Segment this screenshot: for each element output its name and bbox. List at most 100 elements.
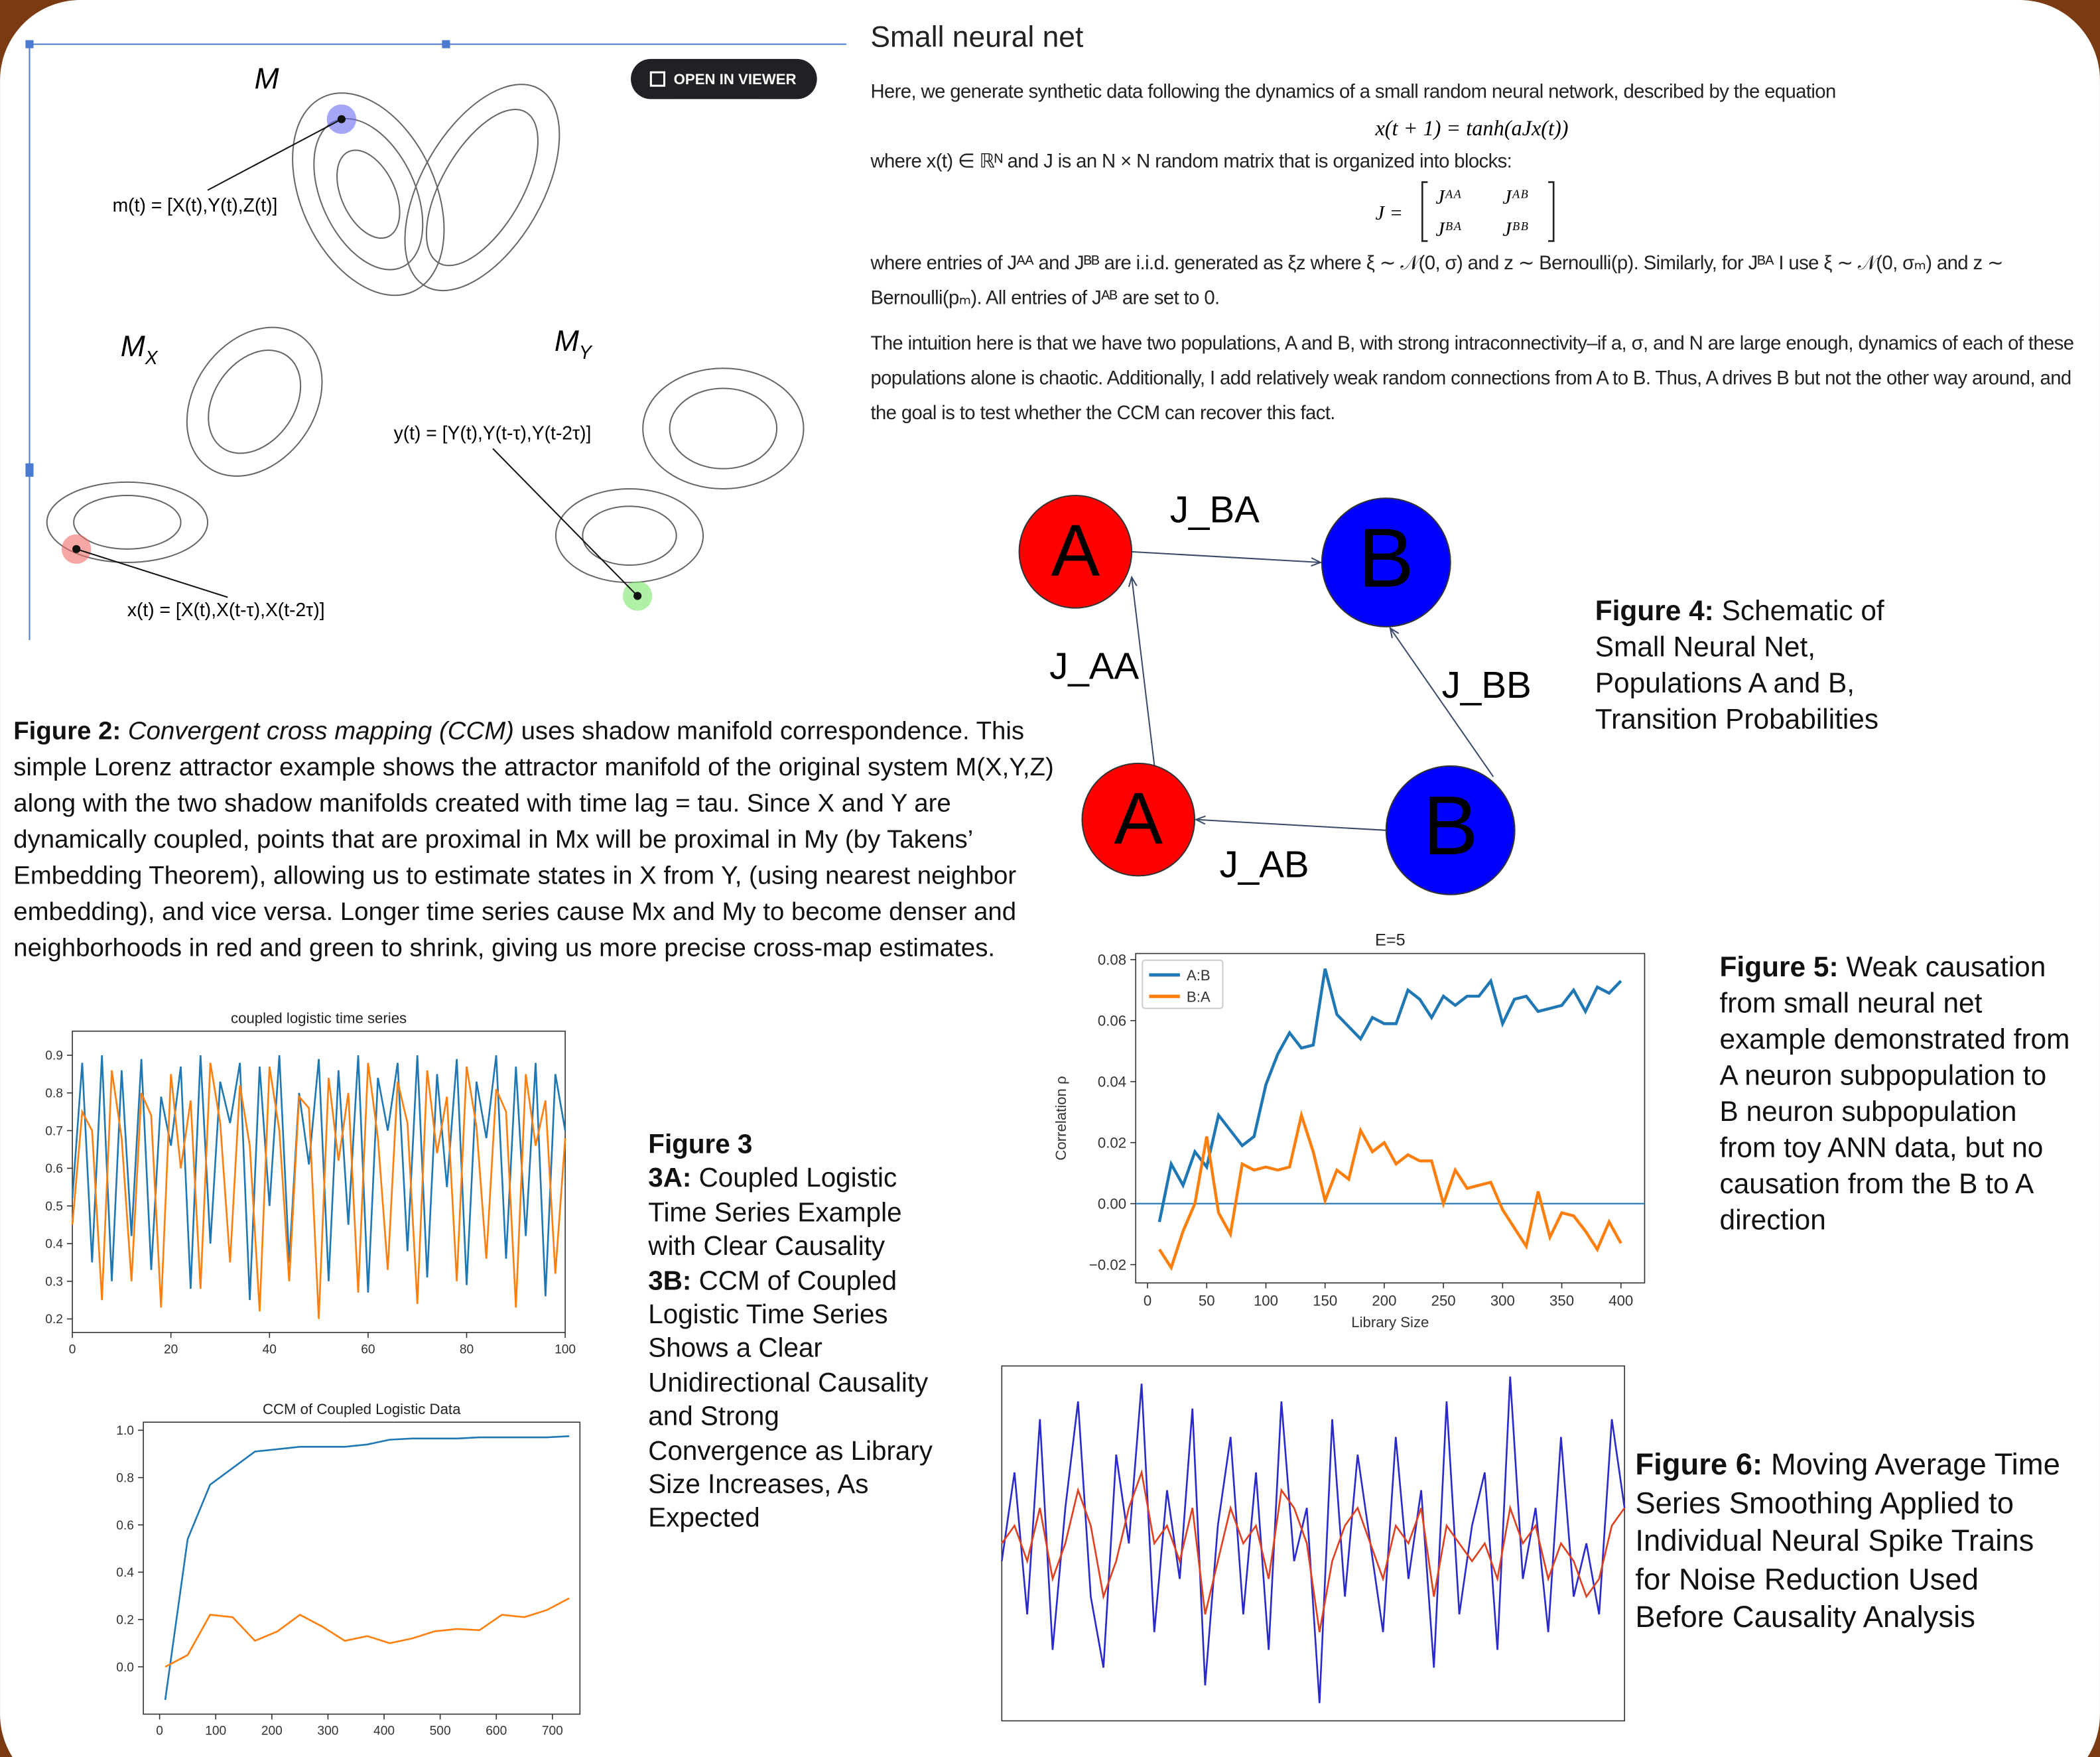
x-tick-label: 150 — [1313, 1293, 1337, 1309]
x-tick-label: 100 — [555, 1342, 576, 1356]
caption: Figure 2: Convergent cross mapping (CCM)… — [13, 714, 1071, 967]
x-tick-label: 40 — [263, 1342, 277, 1356]
y-tick-label: 0.2 — [116, 1613, 134, 1627]
node-label: A — [1114, 778, 1163, 860]
y-tick-label: 0.4 — [45, 1238, 63, 1252]
y-tick-label: 0.6 — [45, 1162, 63, 1176]
y-tick-label: 0.06 — [1098, 1013, 1126, 1029]
caption-label: Figure 4: — [1595, 596, 1714, 626]
matrix-cell: Jᴮᴮ — [1502, 218, 1528, 240]
heading: Small neural net — [870, 21, 1084, 54]
edge-label: J_BB — [1442, 664, 1532, 706]
x-tick-label: 400 — [373, 1724, 395, 1738]
figure5-caption: Figure 5: Weak causation from small neur… — [1720, 950, 2071, 1298]
legend-label: B:A — [1187, 988, 1211, 1005]
caption-label: 3A: — [648, 1164, 691, 1193]
y-tick-label: 0.7 — [45, 1124, 63, 1138]
y-axis-label: Correlation ρ — [1053, 1076, 1069, 1160]
x-axis-label: Library Size — [1351, 1314, 1429, 1331]
caption-text: CCM of Coupled Logistic Time Series Show… — [648, 1266, 933, 1533]
point-label: x(t) = [X(t),X(t-τ),X(t-2τ)] — [127, 599, 325, 620]
y-tick-label: 0.8 — [45, 1087, 63, 1101]
edge-label: J_AA — [1049, 645, 1139, 687]
chart-title: coupled logistic time series — [231, 1010, 407, 1027]
x-tick-label: 300 — [317, 1724, 338, 1738]
matrix-cell: Jᴮᴬ — [1435, 218, 1461, 240]
x-tick-label: 500 — [430, 1724, 451, 1738]
y-tick-label: −0.02 — [1089, 1256, 1126, 1273]
y-tick-label: 0.00 — [1098, 1195, 1126, 1212]
x-tick-label: 200 — [1372, 1293, 1396, 1309]
figure2-caption: Figure 2: Convergent cross mapping (CCM)… — [13, 714, 1071, 1008]
x-tick-label: 200 — [261, 1724, 283, 1738]
caption-label: Figure 5: — [1720, 952, 1839, 983]
y-tick-label: 0.08 — [1098, 952, 1126, 968]
button-label[interactable]: OPEN IN VIEWER — [674, 71, 797, 88]
y-tick-label: 0.8 — [116, 1471, 134, 1485]
manifold-label: M — [255, 62, 279, 95]
matrix-cell: Jᴬᴬ — [1435, 186, 1461, 208]
manifold-sub: Y — [579, 342, 593, 363]
point-label: m(t) = [X(t),Y(t),Z(t)] — [113, 194, 278, 216]
node-label: B — [1358, 511, 1414, 604]
paragraph: The intuition here is that we have two p… — [870, 327, 2075, 431]
caption-label: Figure 3 — [648, 1130, 752, 1159]
y-tick-label: 1.0 — [116, 1424, 134, 1438]
legend-label: A:B — [1187, 967, 1211, 984]
x-tick-label: 60 — [361, 1342, 375, 1356]
equation: x(t + 1) = tanh(aJx(t)) — [1374, 116, 1568, 140]
matrix-lhs: J = — [1376, 202, 1403, 224]
y-tick-label: 0.02 — [1098, 1134, 1126, 1151]
x-tick-label: 350 — [1549, 1293, 1574, 1309]
y-tick-label: 0.2 — [45, 1313, 63, 1327]
handle — [442, 40, 450, 48]
handle — [25, 464, 33, 477]
nn-text: The intuition here is that we have two p… — [870, 327, 2075, 440]
chart-title: E=5 — [1375, 931, 1406, 949]
open-viewer-button[interactable]: OPEN IN VIEWER — [631, 59, 817, 99]
x-tick-label: 700 — [542, 1724, 563, 1738]
manifold-label: M — [121, 330, 145, 363]
x-tick-label: 20 — [164, 1342, 178, 1356]
caption-label: 3B: — [648, 1266, 691, 1295]
x-tick-label: 300 — [1490, 1293, 1515, 1309]
caption-italic: Convergent cross mapping (CCM) — [128, 718, 514, 746]
y-tick-label: 0.9 — [45, 1049, 63, 1063]
caption: Figure 4: Schematic of Small Neural Net,… — [1595, 593, 1943, 738]
chart-title: CCM of Coupled Logistic Data — [263, 1401, 461, 1417]
nn-text: where entries of Jᴬᴬ and Jᴮᴮ are i.i.d. … — [870, 247, 2075, 327]
legend-box — [1142, 960, 1222, 1009]
poster: M MX MY m(t) = [X(t),Y(t),Z(t)] x(t) = [… — [0, 0, 2100, 1757]
x-tick-label: 400 — [1608, 1293, 1633, 1309]
paragraph: where x(t) ∈ ℝᴺ and J is an N × N random… — [870, 145, 2075, 179]
node-label: A — [1051, 510, 1100, 592]
paragraph: Here, we generate synthetic data followi… — [870, 75, 2075, 109]
x-tick-label: 250 — [1431, 1293, 1456, 1309]
x-tick-label: 100 — [205, 1724, 226, 1738]
y-tick-label: 0.04 — [1098, 1073, 1126, 1090]
caption-text: uses shadow manifold correspondence. Thi… — [13, 718, 1054, 962]
figure3-caption: Figure 33A: Coupled Logistic Time Series… — [648, 1129, 936, 1584]
caption: Figure 5: Weak causation from small neur… — [1720, 950, 2071, 1239]
nn-text: Here, we generate synthetic data followi… — [870, 75, 2075, 115]
x-tick-label: 80 — [460, 1342, 474, 1356]
manifold-label: M — [555, 325, 579, 358]
x-tick-label: 600 — [486, 1724, 507, 1738]
caption: Figure 6: Moving Average Time Series Smo… — [1635, 1447, 2064, 1638]
x-tick-label: 50 — [1199, 1293, 1215, 1309]
x-tick-label: 0 — [156, 1724, 163, 1738]
handle — [25, 40, 33, 48]
caption-text: Weak causation from small neural net exa… — [1720, 952, 2070, 1236]
y-tick-label: 0.4 — [116, 1566, 134, 1580]
y-tick-label: 0.0 — [116, 1661, 134, 1675]
caption-label: Figure 6: — [1635, 1448, 1762, 1481]
x-tick-label: 0 — [1144, 1293, 1151, 1309]
y-tick-label: 0.6 — [116, 1519, 134, 1533]
figure4-caption: Figure 4: Schematic of Small Neural Net,… — [1595, 593, 1943, 753]
x-tick-label: 100 — [1254, 1293, 1278, 1309]
caption-label: Figure 2: — [13, 718, 121, 746]
y-tick-label: 0.5 — [45, 1200, 63, 1214]
nn-text: where x(t) ∈ ℝᴺ and J is an N × N random… — [870, 145, 2075, 185]
point-label: y(t) = [Y(t),Y(t-τ),Y(t-2τ)] — [394, 422, 592, 443]
